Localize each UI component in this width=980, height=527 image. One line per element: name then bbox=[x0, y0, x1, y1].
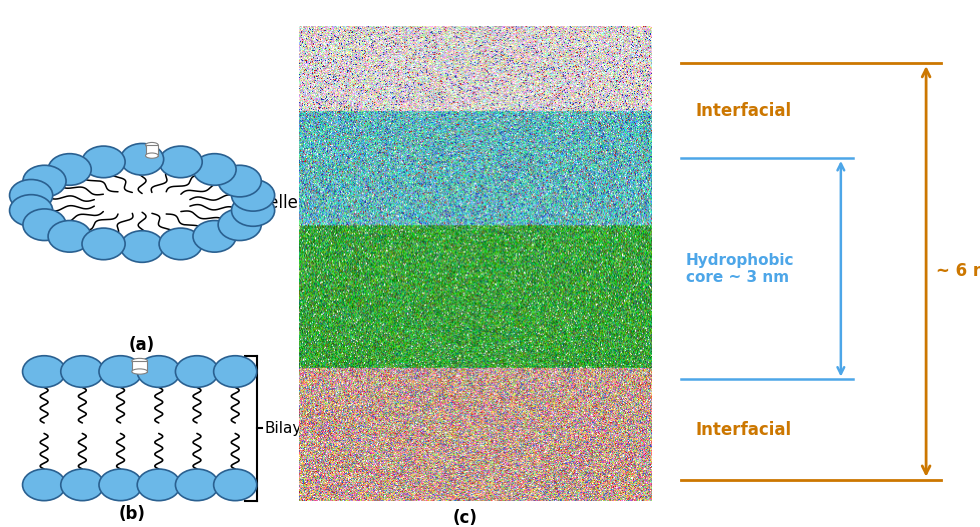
Text: (b): (b) bbox=[119, 505, 146, 523]
Ellipse shape bbox=[137, 356, 180, 387]
Text: Micelle: Micelle bbox=[240, 194, 298, 212]
Ellipse shape bbox=[131, 358, 147, 364]
Text: ~ 6 nm: ~ 6 nm bbox=[936, 262, 980, 280]
Ellipse shape bbox=[214, 356, 257, 387]
Ellipse shape bbox=[23, 469, 66, 501]
Ellipse shape bbox=[175, 469, 219, 501]
Bar bbox=[145, 145, 158, 155]
Ellipse shape bbox=[145, 142, 158, 148]
Text: Interfacial: Interfacial bbox=[696, 421, 792, 438]
Ellipse shape bbox=[61, 469, 104, 501]
Ellipse shape bbox=[219, 209, 262, 240]
Ellipse shape bbox=[99, 469, 142, 501]
Ellipse shape bbox=[231, 194, 274, 226]
Ellipse shape bbox=[159, 228, 202, 260]
Text: Bilayer: Bilayer bbox=[265, 421, 318, 436]
Ellipse shape bbox=[121, 231, 164, 262]
Ellipse shape bbox=[193, 154, 236, 186]
Ellipse shape bbox=[219, 165, 262, 197]
Text: (a): (a) bbox=[129, 336, 155, 354]
Ellipse shape bbox=[99, 356, 142, 387]
Ellipse shape bbox=[23, 209, 66, 240]
Ellipse shape bbox=[82, 228, 125, 260]
Ellipse shape bbox=[10, 180, 53, 211]
Ellipse shape bbox=[48, 154, 91, 186]
Ellipse shape bbox=[121, 143, 164, 175]
Ellipse shape bbox=[48, 220, 91, 252]
Text: Hydrophobic
core ~ 3 nm: Hydrophobic core ~ 3 nm bbox=[686, 252, 795, 285]
Text: (c): (c) bbox=[453, 509, 478, 526]
Text: Interfacial: Interfacial bbox=[696, 102, 792, 120]
Ellipse shape bbox=[159, 146, 202, 178]
Ellipse shape bbox=[61, 356, 104, 387]
Ellipse shape bbox=[23, 356, 66, 387]
Ellipse shape bbox=[137, 469, 180, 501]
Ellipse shape bbox=[231, 180, 274, 211]
Ellipse shape bbox=[131, 369, 147, 374]
Ellipse shape bbox=[175, 356, 219, 387]
Ellipse shape bbox=[193, 220, 236, 252]
Ellipse shape bbox=[145, 153, 158, 158]
Ellipse shape bbox=[214, 469, 257, 501]
Ellipse shape bbox=[23, 165, 66, 197]
Ellipse shape bbox=[82, 146, 125, 178]
Bar bbox=[131, 361, 147, 372]
Ellipse shape bbox=[10, 194, 53, 226]
